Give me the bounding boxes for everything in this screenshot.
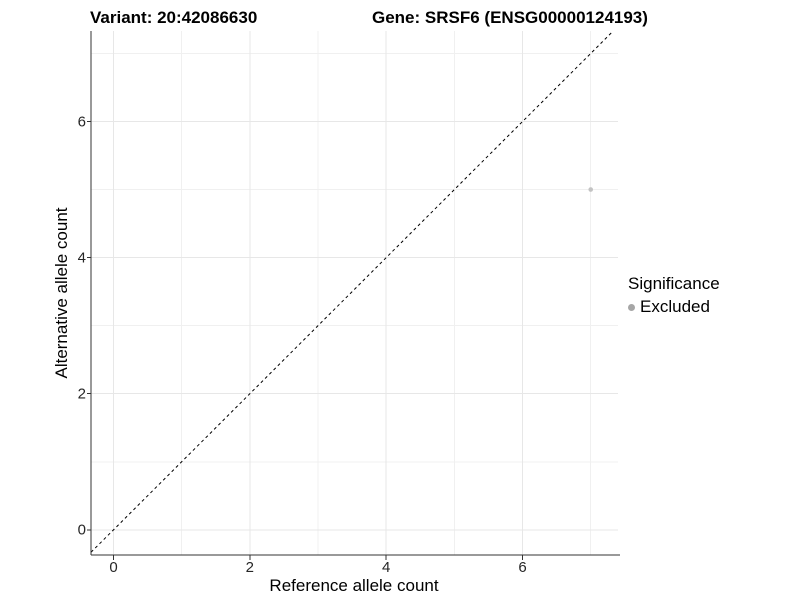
y-tick-label: 4 (77, 249, 86, 267)
y-axis-title: Alternative allele count (52, 207, 71, 379)
legend: Significance Excluded (628, 274, 720, 317)
x-tick-label: 2 (245, 559, 255, 576)
x-tick-label: 4 (382, 559, 391, 576)
y-tick-label: 0 (77, 521, 86, 539)
data-point (588, 187, 594, 192)
identity-reference-line (90, 30, 614, 553)
y-tick-label: 6 (77, 113, 86, 130)
excluded-dot-icon (628, 303, 635, 311)
legend-title: Significance (628, 274, 720, 293)
legend-item-label: Excluded (640, 297, 710, 316)
variant-title: Variant: 20:42086630 (90, 8, 258, 27)
x-tick-label: 6 (518, 559, 527, 576)
y-tick-label: 2 (77, 385, 86, 403)
x-tick-label: 0 (109, 559, 118, 576)
legend-item-excluded: Excluded (628, 297, 720, 317)
plot-panel (87, 30, 620, 560)
x-axis-title: Reference allele count (269, 576, 439, 595)
gene-title: Gene: SRSF6 (ENSG00000124193) (372, 8, 648, 27)
